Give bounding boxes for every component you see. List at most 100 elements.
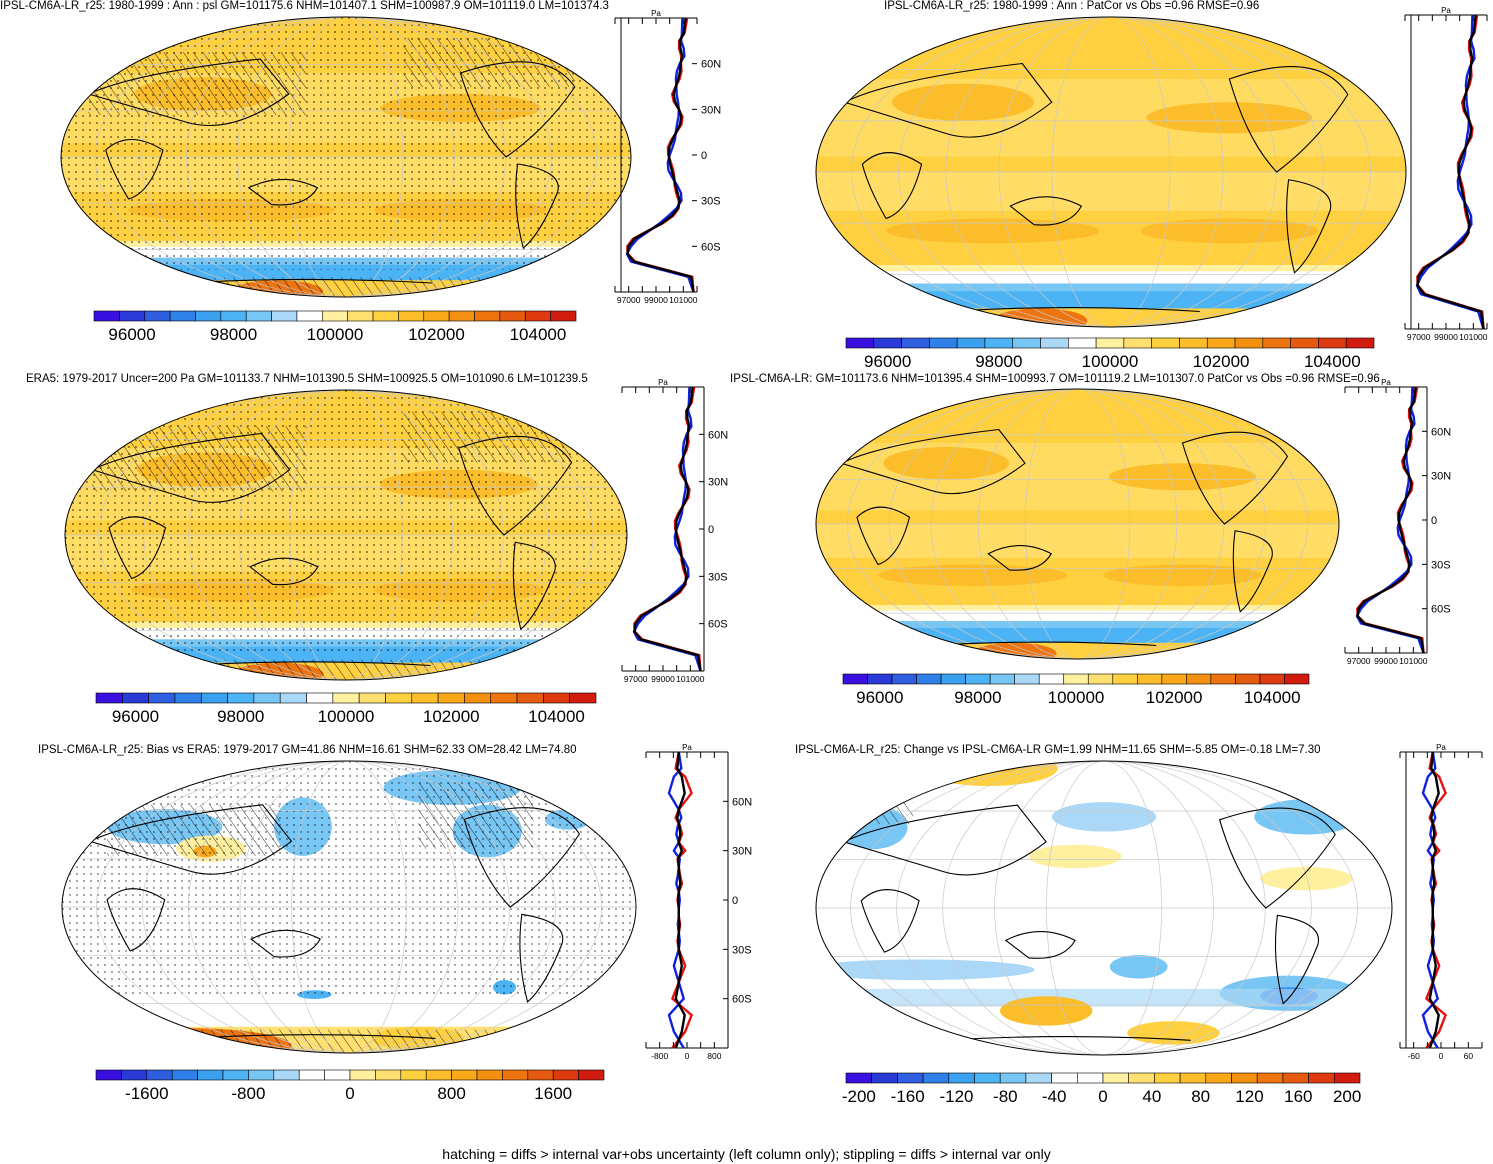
colorbar-swatch	[543, 692, 570, 704]
colorbar-swatch	[322, 310, 348, 322]
colorbar-label: 102000	[1193, 352, 1250, 371]
colorbar-swatch	[1137, 673, 1163, 685]
colorbar-swatch	[845, 1072, 873, 1084]
colorbar-swatch	[119, 310, 146, 322]
colorbar-label: -800	[231, 1084, 265, 1103]
zonal-unit-label: Pa	[1381, 378, 1391, 387]
colorbar-swatch	[891, 673, 917, 685]
colorbar-swatch	[1262, 337, 1291, 349]
colorbar-label: 120	[1235, 1087, 1263, 1106]
colorbar-label: -1600	[125, 1084, 168, 1103]
zonal-x-tick: 800	[707, 1051, 721, 1061]
colorbar-swatch	[398, 310, 425, 322]
latitude-label: 60S	[1431, 604, 1451, 616]
colorbar-swatch	[1256, 1072, 1284, 1084]
colorbar-label: 104000	[1304, 352, 1361, 371]
colorbar-swatch	[1333, 1072, 1361, 1084]
colorbar-swatch	[552, 1069, 579, 1081]
colorbar-swatch	[965, 673, 991, 685]
colorbar-swatch	[1063, 673, 1089, 685]
latitude-label: 30S	[701, 196, 721, 208]
colorbar-swatch	[227, 692, 255, 704]
panel-6-title: IPSL-CM6A-LR_r25: Change vs IPSL-CM6A-LR…	[795, 744, 1321, 756]
latitude-label: 60S	[732, 994, 752, 1006]
colorbar-swatch	[897, 1072, 924, 1084]
colorbar-swatch	[1123, 337, 1152, 349]
colorbar-swatch	[499, 310, 526, 322]
colorbar-label: -200	[842, 1087, 876, 1106]
colorbar-label: 96000	[108, 325, 155, 344]
zonal-unit-label: Pa	[651, 9, 661, 18]
colorbar-swatch	[332, 692, 360, 704]
colorbar-swatch	[922, 1072, 950, 1084]
colorbar-swatch	[358, 692, 386, 704]
latitude-label: 60N	[708, 429, 728, 441]
colorbar-swatch	[1179, 337, 1208, 349]
panel-2-zonal-profile: Pa 97000 99000 101000	[1404, 6, 1488, 342]
colorbar-swatch	[222, 1069, 249, 1081]
colorbar-swatch	[437, 692, 465, 704]
footer-note: hatching = diffs > internal var+obs unce…	[442, 1146, 1051, 1162]
zonal-x-tick: -60	[1408, 1051, 1421, 1061]
colorbar-label: -40	[1042, 1087, 1067, 1106]
colorbar-swatch	[174, 692, 202, 704]
colorbar-label: 1600	[534, 1084, 572, 1103]
colorbar-label: 0	[345, 1084, 354, 1103]
panel-3-map	[64, 389, 628, 681]
colorbar-swatch	[375, 1069, 402, 1081]
colorbar-swatch	[148, 692, 176, 704]
colorbar-swatch	[871, 1072, 898, 1084]
colorbar-label: 104000	[510, 325, 567, 344]
colorbar-swatch	[95, 692, 123, 704]
colorbar-label: 102000	[423, 707, 480, 726]
colorbar-swatch	[1154, 1072, 1181, 1084]
latitude-label: 30N	[708, 477, 728, 489]
colorbar-swatch	[476, 1069, 503, 1081]
colorbar-swatch	[146, 1069, 173, 1081]
colorbar-swatch	[306, 692, 334, 704]
colorbar-swatch	[1259, 673, 1285, 685]
colorbar-swatch	[245, 310, 272, 322]
zonal-x-tick: 0	[685, 1051, 690, 1061]
panel-6-map	[815, 760, 1393, 1056]
colorbar-swatch	[1038, 673, 1065, 685]
colorbar-label: -80	[993, 1087, 1018, 1106]
panel-4-map	[815, 388, 1340, 660]
panel-5-zonal-profile: Pa -800 0 800 60N 30N 0 30S 60S	[645, 743, 752, 1061]
colorbar-swatch	[220, 310, 247, 322]
colorbar-swatch	[1102, 1072, 1130, 1084]
colorbar-swatch	[490, 692, 518, 704]
colorbar-swatch	[1095, 337, 1125, 349]
colorbar-label: 96000	[856, 688, 903, 707]
colorbar-swatch	[999, 1072, 1027, 1084]
colorbar-swatch	[1040, 337, 1069, 349]
colorbar-swatch	[1161, 673, 1187, 685]
panel-5-title: IPSL-CM6A-LR_r25: Bias vs ERA5: 1979-201…	[38, 744, 577, 756]
colorbar-swatch	[1087, 673, 1114, 685]
colorbar-swatch	[974, 1072, 1001, 1084]
panel-4-zonal-profile: Pa 97000 99000 101000 60N 30N 0 30S 60S	[1344, 378, 1451, 666]
latitude-label: 0	[708, 524, 714, 536]
zonal-x-tick: 97000	[1347, 656, 1371, 666]
colorbar-label: 200	[1333, 1087, 1361, 1106]
colorbar-swatch	[1210, 673, 1236, 685]
colorbar-swatch	[1112, 673, 1138, 685]
panel-5-map	[61, 760, 637, 1054]
zonal-unit-label: Pa	[1436, 743, 1446, 752]
colorbar-swatch	[1012, 337, 1041, 349]
colorbar-swatch	[1068, 337, 1097, 349]
colorbar-label: 100000	[1082, 352, 1139, 371]
colorbar-swatch	[901, 337, 930, 349]
colorbar-swatch	[842, 673, 868, 685]
colorbar-label: -160	[891, 1087, 925, 1106]
colorbar-swatch	[873, 337, 902, 349]
colorbar-swatch	[372, 310, 399, 322]
latitude-label: 60S	[701, 241, 721, 253]
colorbar-swatch	[423, 310, 450, 322]
panel-1-title: IPSL-CM6A-LR_r25: 1980-1999 : Ann : psl …	[0, 0, 609, 12]
colorbar-swatch	[1205, 1072, 1232, 1084]
colorbar-label: 102000	[1146, 688, 1203, 707]
colorbar-swatch	[1282, 1072, 1309, 1084]
colorbar-label: 100000	[1048, 688, 1105, 707]
colorbar-swatch	[516, 692, 544, 704]
